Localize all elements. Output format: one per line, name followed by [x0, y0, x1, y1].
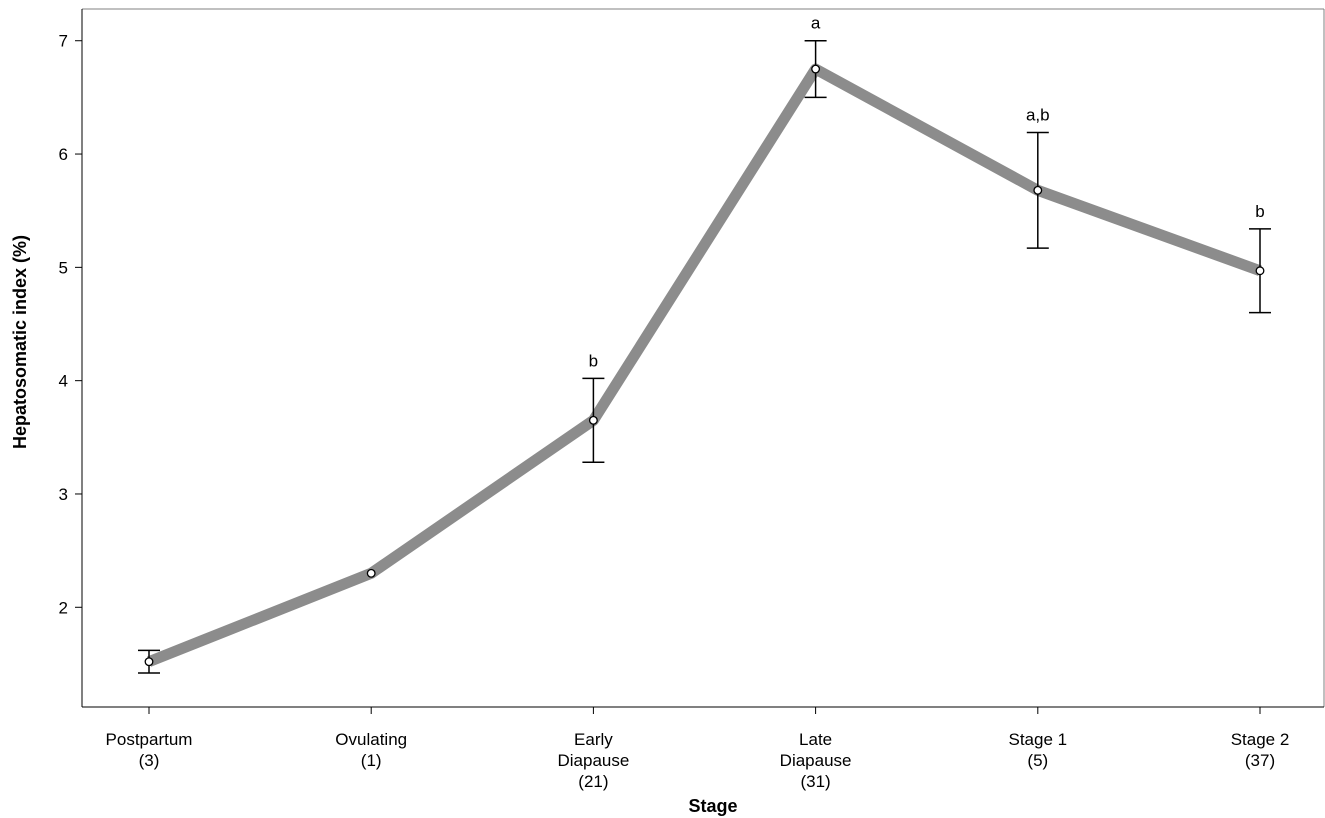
x-tick-label: Diapause [780, 751, 852, 770]
significance-label: a [811, 14, 821, 33]
x-tick-label: Early [574, 730, 613, 749]
data-point [1255, 266, 1265, 276]
x-tick-sample-size: (5) [1027, 751, 1048, 770]
series-line-group [146, 63, 1262, 667]
x-tick-label: Late [799, 730, 832, 749]
x-tick-sample-size: (21) [578, 772, 608, 791]
x-tick-sample-size: (31) [800, 772, 830, 791]
y-tick-label: 7 [59, 32, 68, 51]
data-points-group [144, 64, 1265, 667]
significance-labels-group: b a a,b b [589, 14, 1265, 371]
x-axis-ticks: Postpartum (3) Ovulating (1) Early Diapause (2… [106, 707, 1290, 791]
x-tick-label: Stage 2 [1231, 730, 1290, 749]
data-point [811, 64, 821, 74]
y-tick-label: 6 [59, 145, 68, 164]
y-axis-title: Hepatosomatic index (%) [10, 235, 30, 449]
series-line [146, 63, 1262, 667]
data-point [1033, 185, 1043, 195]
data-point [588, 415, 598, 425]
x-tick-sample-size: (3) [139, 751, 160, 770]
data-point [366, 568, 376, 578]
x-tick-sample-size: (1) [361, 751, 382, 770]
x-tick-label: Postpartum [106, 730, 193, 749]
y-tick-label: 2 [59, 598, 68, 617]
plot-frame [81, 8, 1325, 708]
error-bars-group [138, 39, 1271, 674]
x-axis-title: Stage [688, 796, 737, 816]
y-axis-ticks: 2 3 4 5 6 7 [59, 32, 82, 617]
significance-label: b [589, 351, 598, 370]
x-tick-label: Stage 1 [1008, 730, 1067, 749]
y-tick-label: 4 [59, 372, 68, 391]
y-tick-label: 5 [59, 258, 68, 277]
x-tick-label: Diapause [557, 751, 629, 770]
data-point [144, 657, 154, 667]
x-tick-label: Ovulating [335, 730, 407, 749]
significance-label: a,b [1026, 106, 1050, 125]
y-tick-label: 3 [59, 485, 68, 504]
x-tick-sample-size: (37) [1245, 751, 1275, 770]
significance-label: b [1255, 202, 1264, 221]
